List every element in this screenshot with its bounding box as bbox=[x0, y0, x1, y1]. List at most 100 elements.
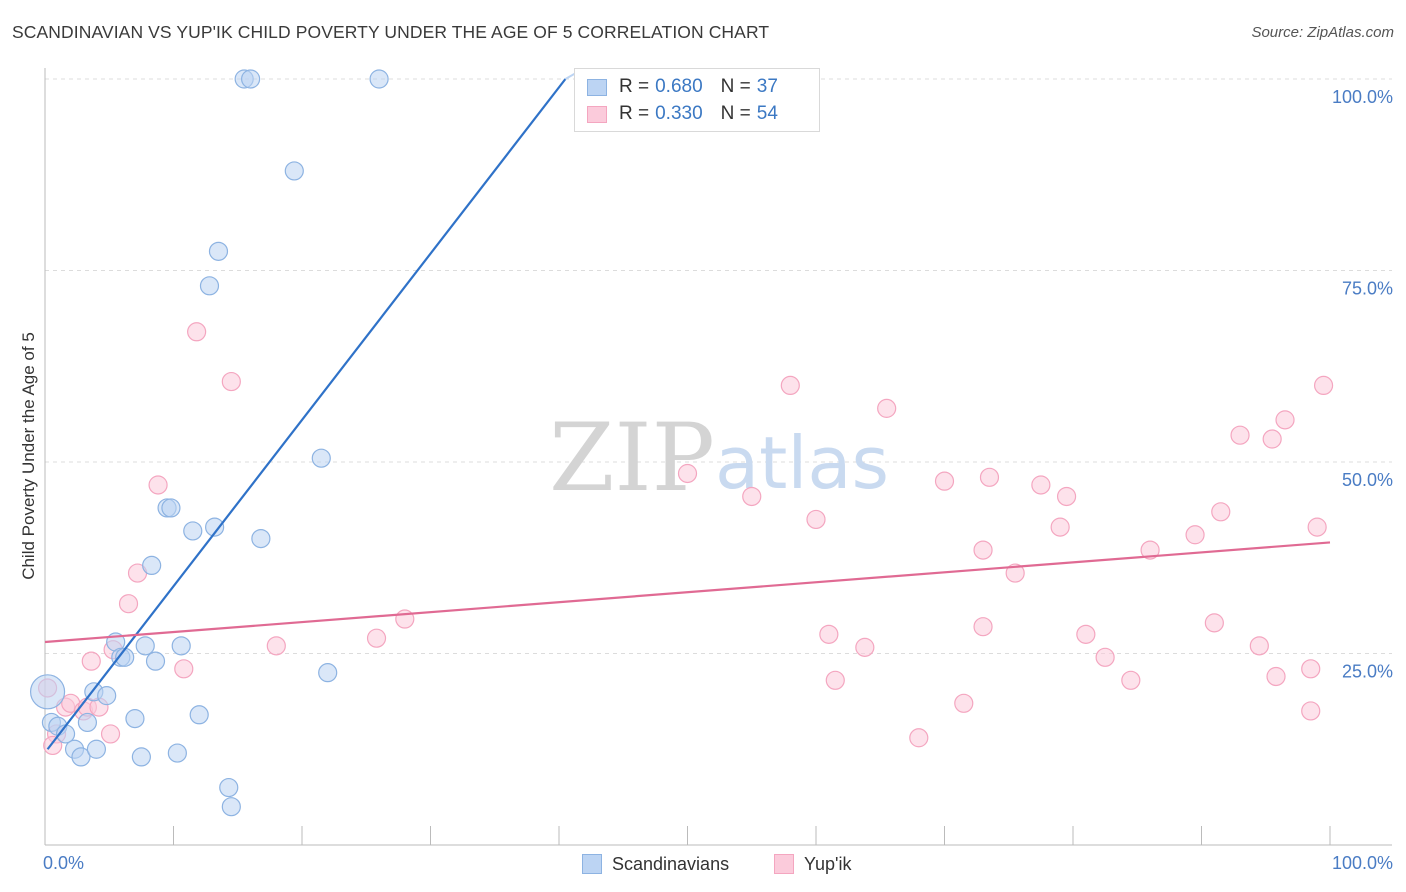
point-yupik bbox=[806, 509, 826, 530]
point-yupik bbox=[1056, 486, 1077, 507]
tick-labels: 100.0% 75.0% 50.0% 25.0% 0.0% 100.0% bbox=[43, 87, 1393, 873]
point-yupik bbox=[954, 693, 974, 713]
watermark: ZIP atlas bbox=[549, 404, 889, 513]
legend-row-scandinavian: R = 0.680 N = 37 bbox=[587, 75, 778, 99]
point-yupik bbox=[43, 735, 63, 756]
point-yupik bbox=[780, 375, 800, 395]
point-yupik bbox=[819, 624, 839, 644]
point-scandinavian bbox=[369, 69, 389, 89]
point-yupik bbox=[1266, 666, 1286, 687]
n-label: N = bbox=[720, 76, 751, 97]
point-scandinavian bbox=[29, 674, 66, 710]
points-yupik bbox=[37, 322, 1334, 756]
point-scandinavian bbox=[251, 528, 271, 549]
point-scandinavian bbox=[199, 276, 220, 296]
point-scandinavian bbox=[241, 69, 261, 89]
y-tick-label: 100.0% bbox=[1332, 87, 1393, 107]
chart-title: SCANDINAVIAN VS YUP'IK CHILD POVERTY UND… bbox=[12, 22, 770, 42]
point-scandinavian bbox=[161, 498, 181, 518]
x-tick-label-min: 0.0% bbox=[43, 853, 84, 873]
source-label: Source: ZipAtlas.com bbox=[1251, 24, 1394, 41]
point-yupik bbox=[1185, 525, 1205, 545]
point-scandinavian bbox=[71, 747, 91, 767]
r-value: 0.330 bbox=[655, 103, 703, 124]
y-tick-label: 75.0% bbox=[1342, 279, 1393, 299]
y-tick-label: 50.0% bbox=[1342, 470, 1393, 490]
point-yupik bbox=[221, 371, 241, 392]
point-scandinavian bbox=[205, 517, 225, 537]
r-value: 0.680 bbox=[655, 76, 703, 97]
trendline-scandinavian bbox=[46, 78, 567, 750]
trendline-yupik bbox=[44, 541, 1331, 644]
point-yupik bbox=[174, 659, 194, 679]
watermark-atlas: atlas bbox=[715, 421, 889, 505]
swatch-scandinavian bbox=[587, 78, 607, 96]
point-yupik bbox=[1031, 475, 1051, 495]
point-yupik bbox=[934, 471, 955, 491]
point-yupik bbox=[266, 636, 286, 656]
n-value: 37 bbox=[756, 76, 778, 97]
y-axis-label: Child Poverty Under the Age of 5 bbox=[19, 332, 38, 580]
point-yupik bbox=[1095, 647, 1115, 667]
x-tick-label-max: 100.0% bbox=[1332, 853, 1393, 873]
point-yupik bbox=[1005, 563, 1025, 583]
point-yupik bbox=[1307, 517, 1327, 537]
point-scandinavian bbox=[97, 686, 117, 706]
swatch-scandinavians bbox=[582, 854, 602, 874]
point-yupik bbox=[855, 637, 875, 657]
r-label: R = bbox=[619, 76, 650, 97]
watermark-zip: ZIP bbox=[549, 404, 715, 513]
point-yupik bbox=[1249, 636, 1269, 656]
point-scandinavian bbox=[208, 241, 229, 261]
point-yupik bbox=[1275, 410, 1295, 430]
point-yupik bbox=[1121, 670, 1141, 690]
point-scandinavian bbox=[284, 161, 304, 181]
point-yupik bbox=[973, 617, 993, 637]
point-yupik bbox=[825, 670, 845, 690]
legend-label-yupik: Yup'ik bbox=[804, 853, 852, 874]
point-scandinavian bbox=[142, 555, 162, 576]
point-scandinavian bbox=[135, 636, 155, 656]
y-tick-label: 25.0% bbox=[1342, 662, 1393, 682]
point-yupik bbox=[1313, 375, 1334, 395]
point-yupik bbox=[1050, 517, 1070, 537]
n-value: 54 bbox=[756, 103, 778, 124]
point-yupik bbox=[909, 728, 929, 748]
swatch-yupik bbox=[587, 105, 607, 123]
point-yupik bbox=[1301, 659, 1321, 679]
point-yupik bbox=[877, 398, 897, 418]
point-scandinavian bbox=[86, 739, 107, 759]
point-yupik bbox=[100, 724, 121, 744]
point-scandinavian bbox=[145, 651, 166, 671]
n-label: N = bbox=[720, 103, 751, 124]
point-yupik bbox=[1262, 429, 1282, 449]
legend-item-yupik: Yup'ik bbox=[774, 851, 851, 877]
axes bbox=[44, 68, 1392, 846]
point-scandinavian bbox=[221, 797, 241, 817]
legend-item-scandinavians: Scandinavians bbox=[582, 851, 729, 877]
point-scandinavian bbox=[131, 747, 151, 767]
point-yupik bbox=[979, 467, 1000, 487]
point-yupik bbox=[1211, 502, 1231, 522]
legend-row-yupik: R = 0.330 N = 54 bbox=[587, 102, 778, 126]
points-scandinavians bbox=[29, 69, 710, 817]
point-scandinavian bbox=[171, 636, 191, 656]
point-scandinavian bbox=[189, 705, 209, 725]
point-yupik bbox=[1301, 701, 1321, 721]
point-scandinavian bbox=[167, 743, 187, 763]
point-scandinavian bbox=[311, 448, 331, 468]
point-scandinavian bbox=[125, 709, 145, 729]
point-yupik bbox=[1230, 425, 1250, 445]
point-yupik bbox=[187, 322, 207, 342]
point-scandinavian bbox=[219, 777, 239, 798]
swatch-yupik bbox=[774, 854, 794, 874]
point-scandinavian bbox=[77, 712, 98, 733]
legend-label-scandinavians: Scandinavians bbox=[612, 853, 730, 874]
gridlines bbox=[45, 78, 1392, 654]
point-yupik bbox=[1076, 624, 1096, 644]
point-yupik bbox=[677, 463, 698, 484]
r-label: R = bbox=[619, 103, 650, 124]
point-yupik bbox=[118, 594, 139, 614]
point-scandinavian bbox=[183, 521, 203, 541]
